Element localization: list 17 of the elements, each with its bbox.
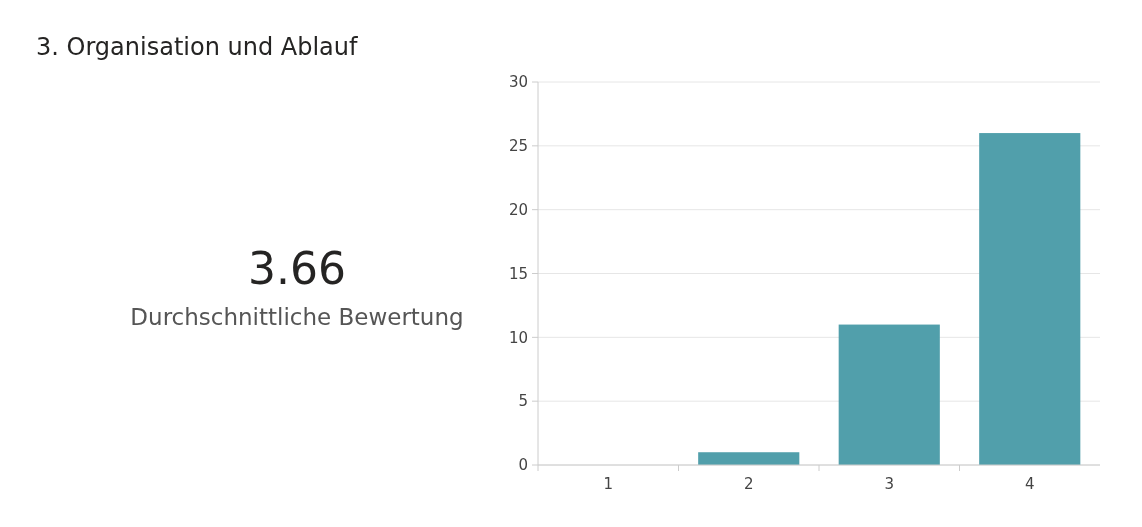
bar	[698, 452, 800, 465]
text: 3.66	[248, 243, 346, 294]
y-tick-label: 25	[508, 137, 528, 156]
x-tick-label: 1	[603, 475, 614, 493]
x-tick-label: 3	[884, 475, 895, 493]
bar	[838, 324, 940, 465]
y-tick-label: 20	[508, 200, 528, 219]
y-tick-label: 5	[518, 392, 528, 411]
text: Durchschnittliche Bewertung	[130, 304, 464, 330]
x-tick-label: 4	[1024, 475, 1035, 493]
y-tick-label: 30	[508, 73, 528, 92]
y-tick-label: 10	[508, 328, 528, 347]
x-tick-label: 2	[743, 475, 754, 493]
bar	[979, 133, 1081, 465]
text: 3. Organisation und Ablauf	[36, 33, 359, 61]
y-tick-label: 0	[518, 456, 528, 475]
y-tick-label: 15	[508, 264, 528, 283]
